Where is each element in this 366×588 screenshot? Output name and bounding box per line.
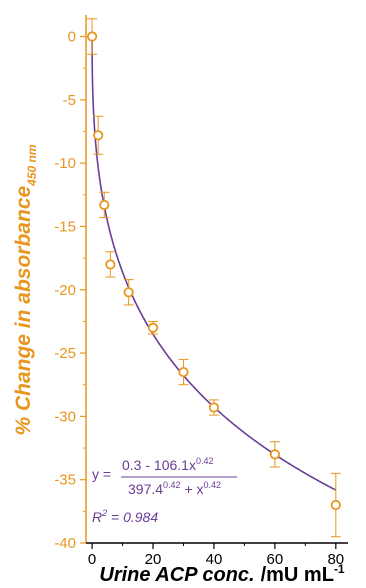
fit-eq-prefix: y = bbox=[92, 466, 111, 482]
fit-r2-value: = 0.984 bbox=[107, 509, 158, 525]
fit-curve bbox=[91, 36, 337, 491]
fit-eq-denominator-exp2: 0.42 bbox=[204, 480, 222, 490]
data-point bbox=[86, 18, 98, 55]
data-point bbox=[93, 115, 104, 155]
fit-eq-numerator-text: 0.3 - 106.1x bbox=[122, 457, 196, 473]
data-marker bbox=[93, 130, 104, 141]
fit-eq-denominator-exp1: 0.42 bbox=[163, 480, 181, 490]
x-axis-label-unit: /mU mL bbox=[261, 564, 334, 586]
x-axis-label: Urine ACP conc. /mU mL-1 bbox=[99, 562, 345, 586]
data-point bbox=[123, 279, 134, 306]
data-point bbox=[208, 399, 220, 416]
fit-eq-denominator-mid: + x bbox=[181, 481, 204, 497]
data-marker bbox=[99, 199, 110, 211]
axes: 0 -5 -10 -15 -20 -25 -30 -35 -40 0 20 40 60 80 bbox=[54, 15, 348, 568]
data-point bbox=[99, 191, 110, 219]
y-tick-label: -10 bbox=[54, 155, 76, 172]
data-marker bbox=[105, 259, 116, 270]
data-marker bbox=[330, 499, 341, 511]
fit-layer bbox=[91, 36, 337, 491]
x-axis-label-main: Urine ACP conc. bbox=[99, 564, 254, 586]
data-point bbox=[105, 251, 116, 278]
x-tick-label: 40 bbox=[206, 551, 223, 568]
y-tick-label: -5 bbox=[63, 92, 76, 109]
fit-eq-numerator: 0.3 - 106.1x0.42 bbox=[122, 456, 213, 473]
fit-r2-label: R bbox=[92, 509, 102, 525]
y-tick-label: -35 bbox=[54, 472, 76, 489]
y-tick-label: -30 bbox=[54, 408, 76, 425]
points-layer bbox=[86, 18, 341, 538]
x-tick-label: 80 bbox=[327, 551, 344, 568]
data-marker bbox=[147, 322, 159, 333]
data-point bbox=[330, 472, 341, 538]
x-tick-label: 0 bbox=[88, 551, 96, 568]
fit-equation: y = 0.3 - 106.1x0.42 397.40.42 + x0.42 R… bbox=[92, 456, 237, 525]
fit-eq-denominator-text: 397.4 bbox=[128, 481, 163, 497]
x-axis-label-unit-exp: -1 bbox=[334, 562, 345, 576]
data-marker bbox=[269, 449, 280, 460]
y-axis-label-main: % Change in absorbance bbox=[12, 186, 35, 436]
data-point bbox=[178, 358, 189, 386]
fit-eq-numerator-exp: 0.42 bbox=[196, 456, 214, 466]
data-marker bbox=[123, 287, 134, 298]
x-tick-label: 20 bbox=[145, 551, 162, 568]
y-tick-label: -40 bbox=[54, 535, 76, 552]
fit-eq-denominator: 397.40.42 + x0.42 bbox=[128, 480, 221, 497]
data-marker bbox=[208, 402, 220, 413]
fit-r2: R2 = 0.984 bbox=[92, 508, 158, 525]
y-tick-label: -25 bbox=[54, 345, 76, 362]
y-tick-label: 0 bbox=[68, 29, 76, 46]
y-axis-label-sub: 450 nm bbox=[25, 144, 39, 187]
x-tick-label: 60 bbox=[267, 551, 284, 568]
data-marker bbox=[86, 31, 98, 42]
y-tick-label: -15 bbox=[54, 218, 76, 235]
data-marker bbox=[178, 366, 189, 378]
y-tick-label: -20 bbox=[54, 282, 76, 299]
data-point bbox=[147, 320, 159, 335]
y-axis-label: % Change in absorbance450 nm bbox=[12, 144, 39, 435]
fit-r2-exp: 2 bbox=[101, 508, 107, 518]
data-point bbox=[269, 441, 280, 468]
